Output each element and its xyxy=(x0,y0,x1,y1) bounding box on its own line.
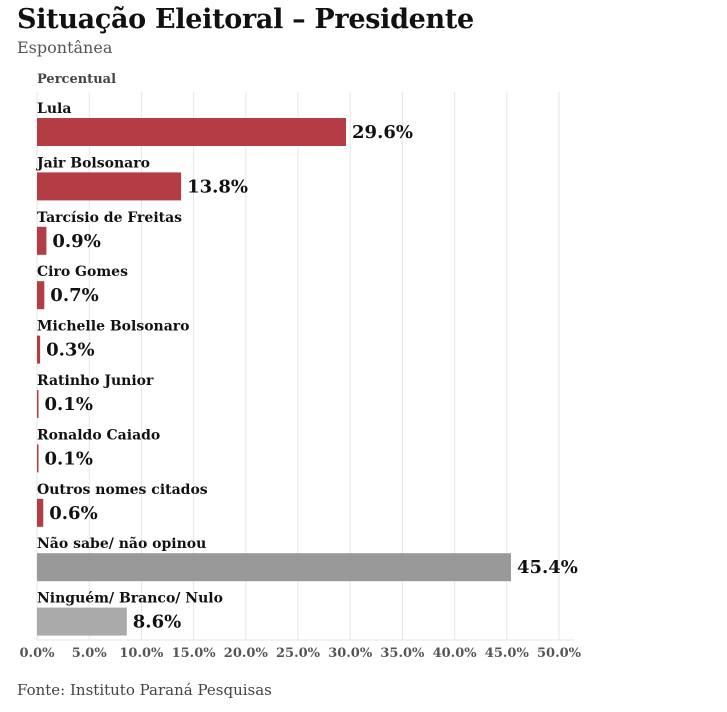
category-label: Ratinho Junior xyxy=(37,373,154,389)
bar-group: Jair Bolsonaro 13.8% xyxy=(35,155,248,201)
bar-group: Lula 29.6% xyxy=(37,101,413,146)
category-label: Michelle Bolsonaro xyxy=(37,319,190,335)
value-label: 0.9% xyxy=(52,231,100,252)
bar-group: Michelle Bolsonaro 0.3% xyxy=(37,319,190,364)
category-label: Lula xyxy=(37,101,71,117)
bar xyxy=(37,118,347,146)
x-tick-label: 0.0% xyxy=(20,646,56,661)
chart-title: Situação Eleitoral – Presidente xyxy=(17,4,474,35)
y-axis-label: Percentual xyxy=(37,72,117,87)
x-tick-label: 35.0% xyxy=(380,646,425,661)
category-label: Ninguém/ Branco/ Nulo xyxy=(37,591,223,607)
category-label: Jair Bolsonaro xyxy=(35,155,150,171)
category-label: Ronaldo Caiado xyxy=(37,427,160,443)
bar-group: Outros nomes citados 0.6% xyxy=(37,482,208,527)
category-label: Outros nomes citados xyxy=(37,482,208,498)
x-tick-label: 15.0% xyxy=(172,646,217,661)
bar-group: Ronaldo Caiado 0.1% xyxy=(37,427,160,473)
value-label: 13.8% xyxy=(187,176,248,197)
x-tick-label: 5.0% xyxy=(72,646,108,661)
x-tick-label: 10.0% xyxy=(119,646,164,661)
value-label: 0.6% xyxy=(49,503,97,524)
x-tick-label: 45.0% xyxy=(485,646,530,661)
x-tick-label: 25.0% xyxy=(276,646,321,661)
bar-group: Ratinho Junior 0.1% xyxy=(37,373,154,418)
bar xyxy=(37,226,47,255)
bar xyxy=(37,390,39,418)
bar xyxy=(37,444,39,473)
bar-group: Ninguém/ Branco/ Nulo 8.6% xyxy=(37,591,223,636)
source-note: Fonte: Instituto Paraná Pesquisas xyxy=(17,681,272,699)
x-tick-label: 50.0% xyxy=(537,646,582,661)
bar xyxy=(37,281,45,310)
x-tick-label: 20.0% xyxy=(224,646,269,661)
category-label: Não sabe/ não opinou xyxy=(37,535,206,552)
gridlines xyxy=(36,92,574,641)
category-label: Tarcísio de Freitas xyxy=(37,210,182,226)
value-label: 29.6% xyxy=(352,122,413,143)
x-axis-ticks: 0.0% 5.0% 10.0% 15.0% 20.0% 25.0% 30.0% 35.0% 40… xyxy=(20,646,582,661)
value-label: 0.1% xyxy=(45,394,93,415)
bar-group: Não sabe/ não opinou 45.4% xyxy=(37,535,578,582)
bar xyxy=(37,607,127,636)
chart-subtitle: Espontânea xyxy=(17,38,113,57)
x-tick-label: 30.0% xyxy=(328,646,373,661)
value-label: 0.7% xyxy=(50,285,98,306)
value-label: 8.6% xyxy=(133,612,181,633)
value-label: 45.4% xyxy=(517,557,578,578)
bar xyxy=(37,172,182,201)
bar xyxy=(37,553,511,582)
value-label: 0.1% xyxy=(45,448,93,469)
bar-group: Ciro Gomes 0.7% xyxy=(37,264,128,310)
bar xyxy=(37,335,41,364)
x-tick-label: 40.0% xyxy=(433,646,478,661)
bar xyxy=(37,498,44,527)
bar-group: Tarcísio de Freitas 0.9% xyxy=(37,210,182,255)
category-label: Ciro Gomes xyxy=(37,264,128,280)
value-label: 0.3% xyxy=(46,340,94,361)
